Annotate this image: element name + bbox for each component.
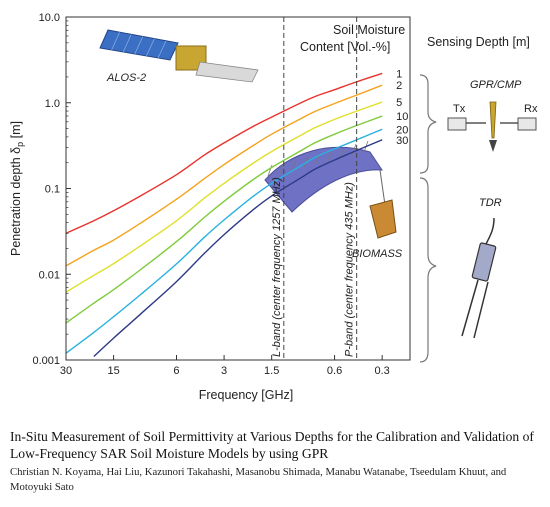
legend-title-line1: Soil Moisture [333, 23, 405, 37]
rx-label: Rx [524, 103, 538, 115]
tdr-probe-head [471, 242, 497, 282]
curve-label-5: 5 [396, 97, 402, 109]
sensing-depth-label: Sensing Depth [m] [427, 35, 530, 49]
moisture-curves [65, 72, 383, 358]
moisture-curve-10 [65, 115, 383, 324]
reflector-rib [339, 146, 345, 159]
gpr-depth-brace [419, 74, 437, 174]
tdr-rod-left [461, 279, 479, 337]
y-axis-title: Penetration depth δp [m] [9, 121, 25, 256]
biomass-body [369, 199, 397, 239]
curve-label-20: 20 [396, 124, 408, 136]
moisture-curve-30 [93, 139, 383, 358]
paper-authors: Christian N. Koyama, Hai Liu, Kazunori T… [10, 466, 507, 493]
y-tick-label: 1.0 [45, 98, 60, 110]
curve-label-2: 2 [396, 80, 402, 92]
moisture-curve-2 [65, 84, 383, 267]
y-tick-label: 0.001 [32, 355, 60, 367]
reflector-rib [327, 149, 333, 162]
panel-grid-line [111, 32, 120, 51]
x-tick-label: 0.3 [375, 365, 390, 377]
gpr-probe [489, 101, 497, 139]
y-tick-label: 10.0 [39, 12, 60, 24]
panel-grid-line [146, 38, 155, 57]
alos-2-satellite-illustration [99, 29, 259, 83]
x-tick-label: 0.6 [327, 365, 342, 377]
reference-line-label-0: L-band (center frequency 1257 MHz) [271, 177, 283, 357]
panel-grid-line [122, 34, 132, 53]
band-reference-lines: L-band (center frequency 1257 MHz) P-band… [271, 17, 358, 360]
tdr-cable [485, 217, 495, 245]
tdr-rod-right [473, 281, 489, 339]
alos-antenna-panel [195, 61, 259, 83]
x-tick-label: 30 [60, 365, 72, 377]
moisture-curve-5 [65, 101, 383, 293]
tdr-depth-brace [419, 177, 437, 363]
figure: ALOS-2 BIOMASS Sensing Depth [m] GPR/CMP Tx R… [9, 12, 538, 402]
curve-label-1: 1 [396, 68, 402, 80]
reflector-rib [351, 143, 357, 156]
tdr-probe-illustration [461, 217, 497, 339]
x-tick-label: 3 [221, 365, 227, 377]
y-tick-label: 0.01 [39, 269, 60, 281]
gpr-cmp-label: GPR/CMP [470, 79, 522, 91]
moisture-curve-1 [65, 72, 383, 234]
alos-2-label: ALOS-2 [106, 72, 146, 84]
biomass-boom [379, 169, 386, 206]
rx-antenna-box [517, 117, 537, 131]
x-tick-label: 15 [107, 365, 119, 377]
y-tick-label: 0.1 [45, 184, 60, 196]
biomass-satellite-illustration [264, 140, 397, 239]
moisture-curve-20 [65, 128, 383, 354]
gpr-instrument-illustration [447, 101, 537, 152]
panel-grid-line [157, 40, 167, 59]
reflector-rib [291, 158, 297, 171]
curve-label-30: 30 [396, 135, 408, 147]
legend-title-line2: Content [Vol.-%] [300, 40, 390, 54]
panel-grid-line [134, 36, 144, 55]
curve-label-10: 10 [396, 111, 408, 123]
probe-arrow-icon [489, 140, 497, 152]
tx-antenna-box [447, 117, 467, 131]
reflector-rib [303, 155, 309, 168]
x-tick-label: 1.5 [264, 365, 279, 377]
tdr-label: TDR [479, 197, 502, 209]
reference-line-label-1: P-band (center frequency 435 MHz) [344, 182, 356, 357]
x-tick-label: 6 [173, 365, 179, 377]
chart-axes: 30 15 6 3 1.5 0.6 0.310.01.00.10.010.001Freque… [9, 12, 411, 402]
x-axis-title: Frequency [GHz] [199, 388, 293, 402]
biomass-label: BIOMASS [352, 248, 403, 260]
tx-label: Tx [453, 103, 466, 115]
paper-title: In-Situ Measurement of Soil Permittivity… [10, 429, 534, 461]
